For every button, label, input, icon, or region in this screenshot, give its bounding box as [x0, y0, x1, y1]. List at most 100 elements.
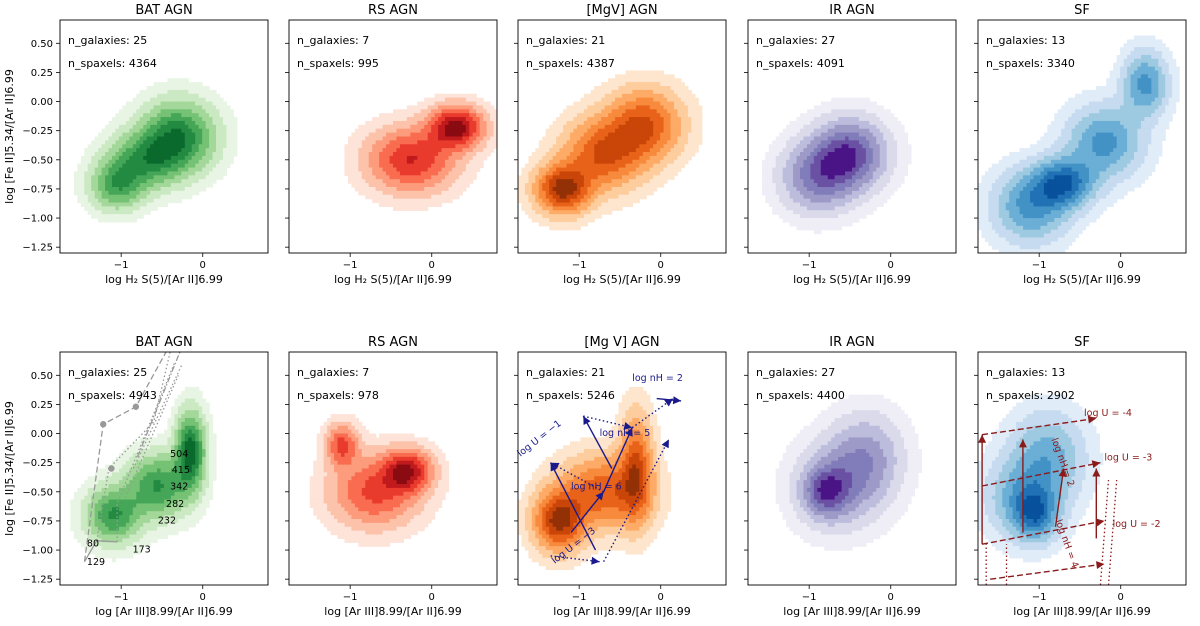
density-cell	[597, 120, 602, 126]
density-cell	[98, 206, 103, 211]
density-cell	[146, 206, 151, 211]
density-cell	[112, 140, 117, 145]
density-cell	[656, 78, 661, 83]
density-cell	[625, 128, 630, 134]
density-cell	[615, 93, 620, 99]
density-cell	[351, 140, 356, 145]
density-cell	[841, 183, 846, 188]
density-cell	[552, 218, 557, 223]
density-cell	[445, 109, 450, 114]
density-cell	[170, 186, 175, 192]
density-cell	[831, 194, 836, 200]
density-cell	[862, 163, 867, 169]
density-cell	[191, 93, 196, 99]
density-cell	[406, 152, 411, 157]
density-cell	[1116, 54, 1121, 60]
density-cell	[465, 93, 470, 99]
density-cell	[434, 120, 439, 126]
density-cell	[386, 159, 391, 165]
density-cell	[841, 132, 846, 138]
density-cell	[455, 144, 460, 149]
density-cell	[538, 190, 543, 196]
density-cell	[897, 155, 902, 161]
density-cell	[164, 171, 169, 176]
density-cell	[576, 163, 581, 169]
density-cell	[420, 117, 425, 122]
density-cell	[406, 144, 411, 149]
density-cell	[431, 167, 436, 173]
density-cell	[441, 190, 446, 196]
density-cell	[663, 155, 668, 161]
density-cell	[680, 105, 685, 110]
density-cell	[597, 136, 602, 141]
density-cell	[838, 221, 843, 227]
density-cell	[765, 179, 770, 184]
density-cell	[635, 171, 640, 176]
density-cell	[886, 155, 891, 161]
density-cell	[372, 128, 377, 134]
density-cell	[396, 120, 401, 126]
density-cell	[653, 113, 658, 118]
density-cell	[580, 101, 585, 107]
density-cell	[181, 86, 186, 91]
density-cell	[789, 186, 794, 192]
density-cell	[680, 124, 685, 130]
density-cell	[143, 186, 148, 192]
density-cell	[611, 140, 616, 145]
density-cell	[445, 128, 450, 134]
density-cell	[768, 148, 773, 153]
density-cell	[431, 144, 436, 149]
density-cell	[157, 82, 162, 87]
density-cell	[667, 74, 672, 79]
density-cell	[635, 190, 640, 196]
density-cell	[125, 109, 130, 114]
density-cell	[358, 152, 363, 157]
density-cell	[590, 159, 595, 165]
density-cell	[455, 148, 460, 153]
density-cell	[869, 206, 874, 211]
density-cell	[531, 171, 536, 176]
density-cell	[143, 152, 148, 157]
density-cell	[170, 198, 175, 204]
density-cell	[122, 159, 127, 165]
density-cell	[382, 186, 387, 192]
density-cell	[622, 171, 627, 176]
density-cell	[451, 93, 456, 99]
density-cell	[806, 148, 811, 153]
density-cell	[680, 82, 685, 87]
density-cell	[108, 140, 113, 145]
density-cell	[216, 101, 221, 107]
density-cell	[583, 163, 588, 169]
density-cell	[608, 132, 613, 138]
density-cell	[406, 128, 411, 134]
density-cell	[611, 113, 616, 118]
density-cell	[198, 124, 203, 130]
density-cell	[806, 132, 811, 138]
density-cell	[413, 175, 418, 180]
density-cell	[406, 163, 411, 169]
density-cell	[587, 152, 592, 157]
density-cell	[597, 186, 602, 192]
density-cell	[611, 78, 616, 83]
density-cell	[803, 120, 808, 126]
density-cell	[195, 136, 200, 141]
density-cell	[490, 105, 495, 110]
density-cell	[1154, 43, 1159, 48]
density-cell	[848, 202, 853, 207]
density-cell	[566, 105, 571, 110]
density-cell	[687, 148, 692, 153]
density-cell	[775, 144, 780, 149]
density-cell	[413, 163, 418, 169]
density-cell	[680, 152, 685, 157]
density-cell	[399, 167, 404, 173]
density-cell	[886, 194, 891, 200]
density-cell	[635, 152, 640, 157]
density-cell	[601, 152, 606, 157]
density-cell	[775, 159, 780, 165]
density-cell	[368, 128, 373, 134]
density-cell	[559, 186, 564, 192]
density-cell	[590, 101, 595, 107]
density-cell	[472, 144, 477, 149]
density-cell	[639, 120, 644, 126]
density-cell	[403, 159, 408, 165]
